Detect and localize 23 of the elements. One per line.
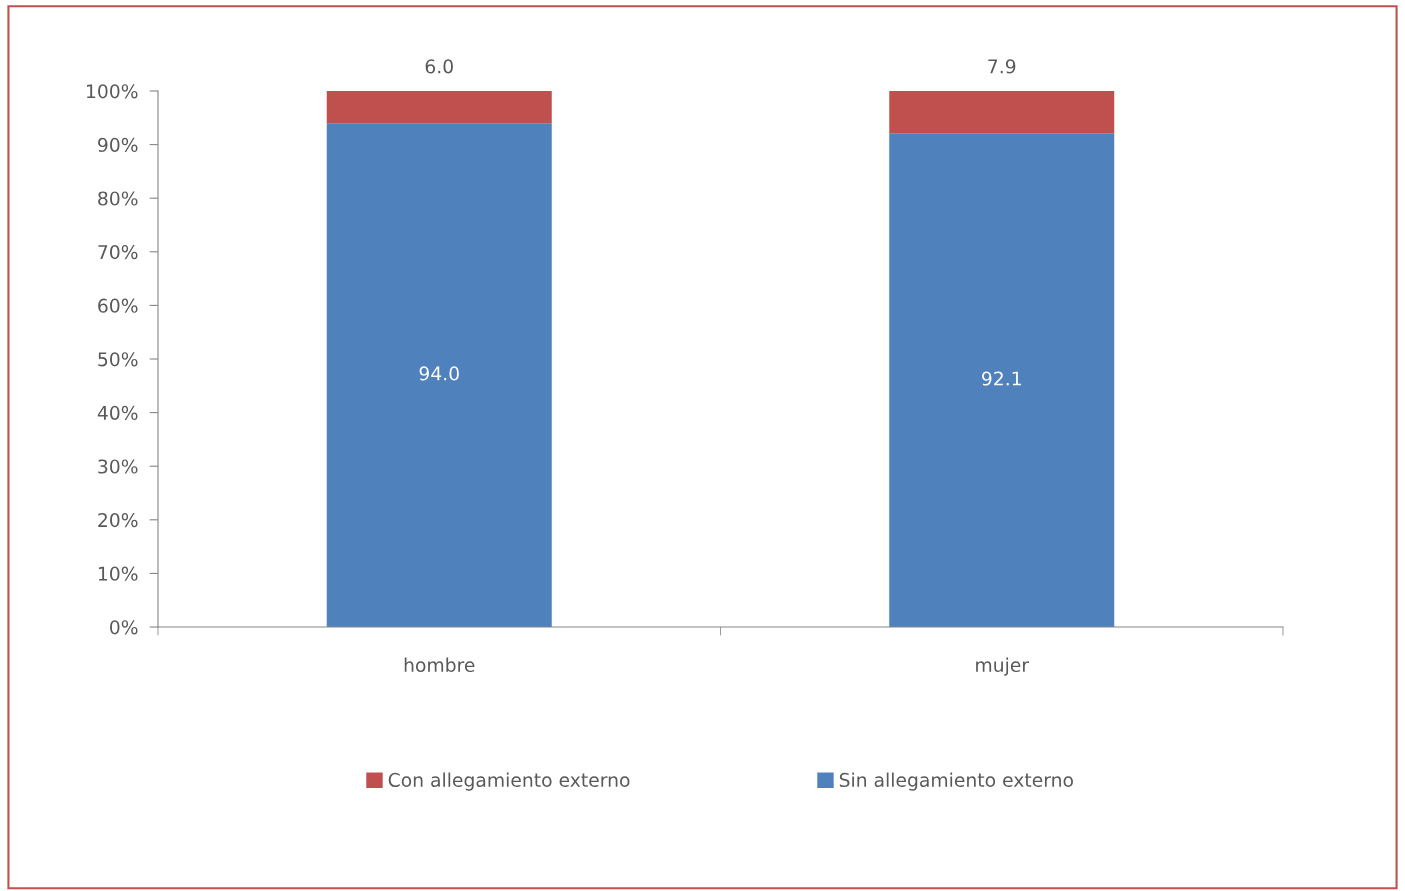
y-tick-label: 50% — [98, 352, 138, 367]
bar — [889, 133, 1115, 627]
legend-label: Con allegamiento externo — [388, 772, 630, 791]
y-tick-label: 60% — [98, 298, 138, 313]
bar — [889, 91, 1115, 134]
x-tick-label: mujer — [976, 657, 1030, 676]
y-tick-label: 10% — [98, 566, 138, 581]
bar — [326, 123, 552, 627]
y-tick-label: 0% — [110, 620, 138, 635]
y-tick-label: 40% — [97, 405, 138, 420]
x-tick-label: hombre — [404, 657, 475, 673]
y-tick-label: 100% — [87, 84, 138, 99]
legend-label: Sin allegamiento externo — [839, 772, 1073, 791]
bar — [326, 91, 552, 124]
y-tick-label: 90% — [98, 137, 138, 152]
data-label: 6.0 — [425, 59, 453, 74]
y-tick-label: 70% — [98, 245, 138, 260]
data-label: 92.1 — [982, 371, 1021, 386]
y-tick-label: 80% — [98, 191, 138, 206]
data-label: 7.9 — [988, 59, 1016, 74]
y-tick-label: 30% — [98, 459, 138, 474]
data-label: 94.0 — [419, 366, 459, 381]
y-tick-label: 20% — [98, 513, 138, 528]
